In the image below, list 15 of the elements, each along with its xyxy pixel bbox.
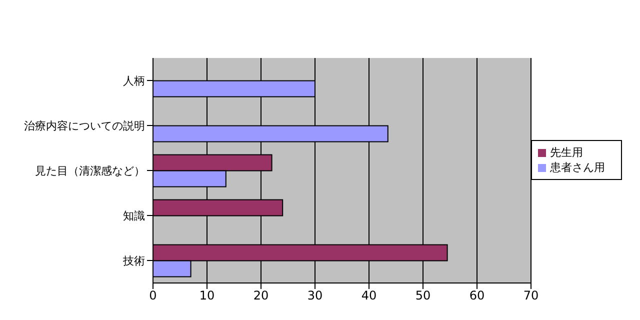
x-tick-label: 20 xyxy=(253,288,269,303)
x-tick-label: 40 xyxy=(361,288,377,303)
y-tick-label: 見た目（清潔感など） xyxy=(35,164,145,178)
x-tick-label: 70 xyxy=(523,288,539,303)
x-tick-label: 10 xyxy=(199,288,215,303)
y-tick-label: 人柄 xyxy=(123,74,145,88)
y-tick-label: 知識 xyxy=(123,209,145,222)
y-tick-label: 治療内容についての説明 xyxy=(24,119,145,132)
legend-label: 患者さん用 xyxy=(550,161,605,174)
x-tick-label: 50 xyxy=(415,288,431,303)
x-tick-label: 0 xyxy=(149,288,157,303)
x-tick-label: 60 xyxy=(469,288,485,303)
y-tick-label: 技術 xyxy=(122,254,145,268)
x-tick-label: 30 xyxy=(307,288,323,303)
legend-label: 先生用 xyxy=(550,146,583,159)
